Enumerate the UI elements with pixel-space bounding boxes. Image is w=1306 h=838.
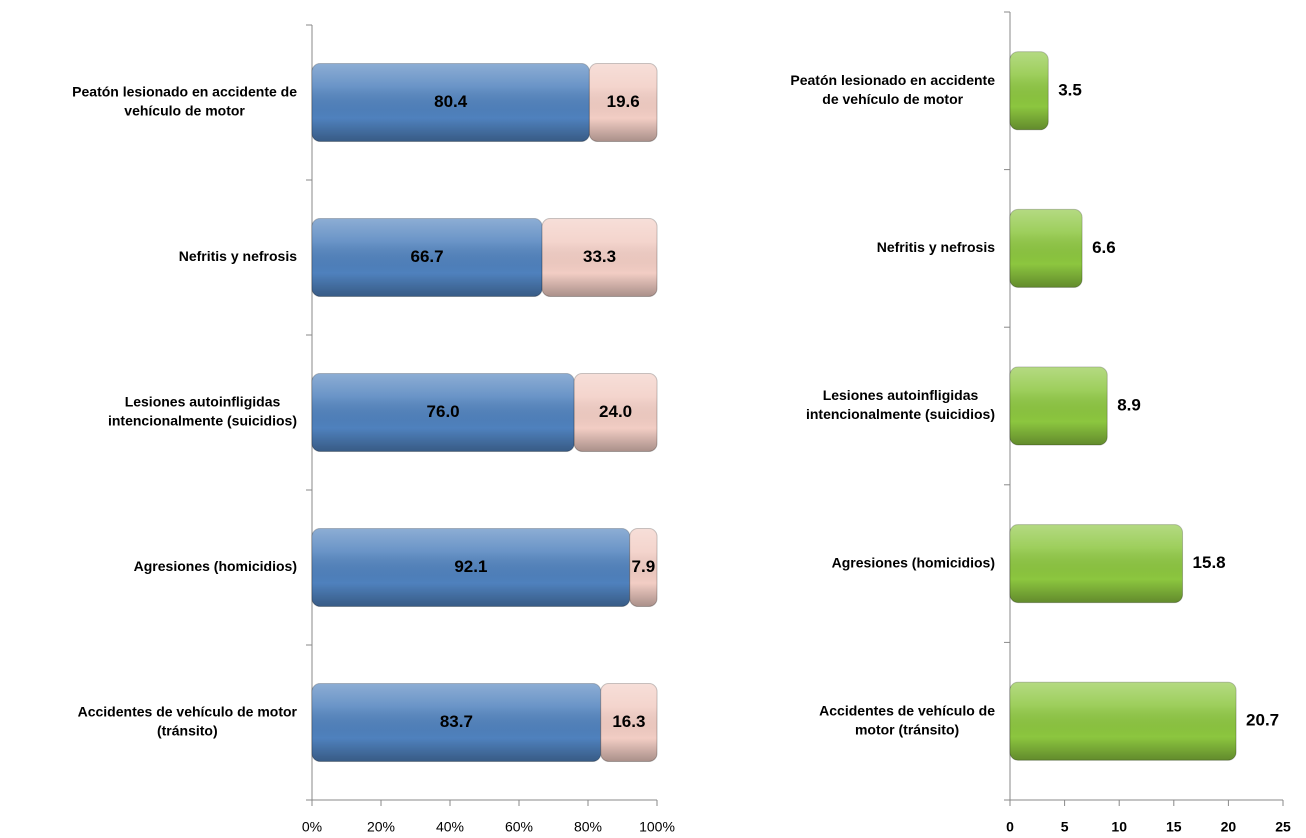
category-line: Nefritis y nefrosis bbox=[877, 239, 995, 255]
data-label: 33.3 bbox=[583, 247, 616, 266]
x-tick-label: 25 bbox=[1275, 819, 1291, 835]
x-tick-label: 20% bbox=[367, 819, 395, 835]
category-line: Lesiones autoinfligidas bbox=[823, 387, 979, 403]
data-label: 92.1 bbox=[454, 557, 487, 576]
data-label: 20.7 bbox=[1246, 711, 1279, 730]
category-line: de vehículo de motor bbox=[822, 91, 963, 107]
data-label: 15.8 bbox=[1193, 553, 1226, 572]
category-line: Lesiones autoinfligidas bbox=[125, 394, 281, 410]
category-line: Peatón lesionado en accidente de bbox=[72, 84, 297, 100]
x-tick-label: 15 bbox=[1166, 819, 1182, 835]
category-line: Accidentes de vehículo de motor bbox=[78, 704, 298, 720]
category-line: motor (tránsito) bbox=[855, 721, 959, 737]
x-tick-label: 100% bbox=[639, 819, 675, 835]
bar-shine bbox=[312, 373, 575, 452]
category-line: Agresiones (homicidios) bbox=[134, 558, 297, 574]
bar-shine bbox=[1010, 524, 1183, 603]
data-label: 3.5 bbox=[1058, 80, 1082, 99]
data-label: 7.9 bbox=[632, 557, 656, 576]
category-label: Agresiones (homicidios) bbox=[832, 554, 995, 570]
category-label: Lesiones autoinfligidas intencionalmente … bbox=[108, 394, 297, 429]
data-label: 83.7 bbox=[440, 712, 473, 731]
category-label: Peatón lesionado en accidente de vehículo… bbox=[790, 72, 995, 107]
category-label: Agresiones (homicidios) bbox=[134, 558, 297, 574]
bar-shine bbox=[312, 683, 601, 762]
category-line: Nefritis y nefrosis bbox=[179, 248, 297, 264]
bar-shine bbox=[1010, 367, 1108, 445]
bar-shine bbox=[589, 63, 657, 142]
x-tick-label: 80% bbox=[574, 819, 602, 835]
category-label: Lesiones autoinfligidas intencionalmente … bbox=[806, 387, 995, 422]
category-label: Nefritis y nefrosis bbox=[179, 248, 297, 264]
x-tick-label: 10 bbox=[1111, 819, 1127, 835]
bar-shine bbox=[312, 528, 630, 607]
category-label: Nefritis y nefrosis bbox=[877, 239, 995, 255]
category-line: intencionalmente (suicidios) bbox=[108, 413, 297, 429]
bar-shine bbox=[1010, 51, 1049, 130]
x-tick-label: 0% bbox=[302, 819, 322, 835]
bar-shine bbox=[600, 683, 657, 762]
bar-shine bbox=[312, 63, 590, 142]
bar-shine bbox=[574, 373, 657, 452]
category-line: Peatón lesionado en accidente bbox=[790, 72, 995, 88]
x-tick-label: 60% bbox=[505, 819, 533, 835]
category-line: Accidentes de vehículo de bbox=[819, 702, 995, 718]
bar-shine bbox=[542, 218, 657, 297]
category-label: Peatón lesionado en accidente de vehículo… bbox=[72, 84, 297, 119]
data-label: 16.3 bbox=[612, 712, 645, 731]
category-label: Accidentes de vehículo de motor (tránsito… bbox=[78, 704, 298, 739]
bar-shine bbox=[629, 528, 657, 607]
category-label: Accidentes de vehículo de motor (tránsito… bbox=[819, 702, 995, 737]
bar-shine bbox=[1010, 209, 1083, 288]
category-line: intencionalmente (suicidios) bbox=[806, 406, 995, 422]
data-label: 80.4 bbox=[434, 92, 468, 111]
x-tick-label: 20 bbox=[1221, 819, 1237, 835]
x-tick-label: 5 bbox=[1061, 819, 1069, 835]
data-label: 66.7 bbox=[411, 247, 444, 266]
x-tick-label: 40% bbox=[436, 819, 464, 835]
data-label: 24.0 bbox=[599, 402, 632, 421]
category-line: Agresiones (homicidios) bbox=[832, 554, 995, 570]
category-line: vehículo de motor bbox=[124, 103, 245, 119]
x-tick-label: 0 bbox=[1006, 819, 1014, 835]
data-label: 6.6 bbox=[1092, 238, 1116, 257]
bar-shine bbox=[1010, 682, 1237, 761]
data-label: 19.6 bbox=[607, 92, 640, 111]
category-line: (tránsito) bbox=[157, 723, 218, 739]
data-label: 76.0 bbox=[427, 402, 460, 421]
data-label: 8.9 bbox=[1117, 395, 1141, 414]
bar-shine bbox=[312, 218, 543, 297]
